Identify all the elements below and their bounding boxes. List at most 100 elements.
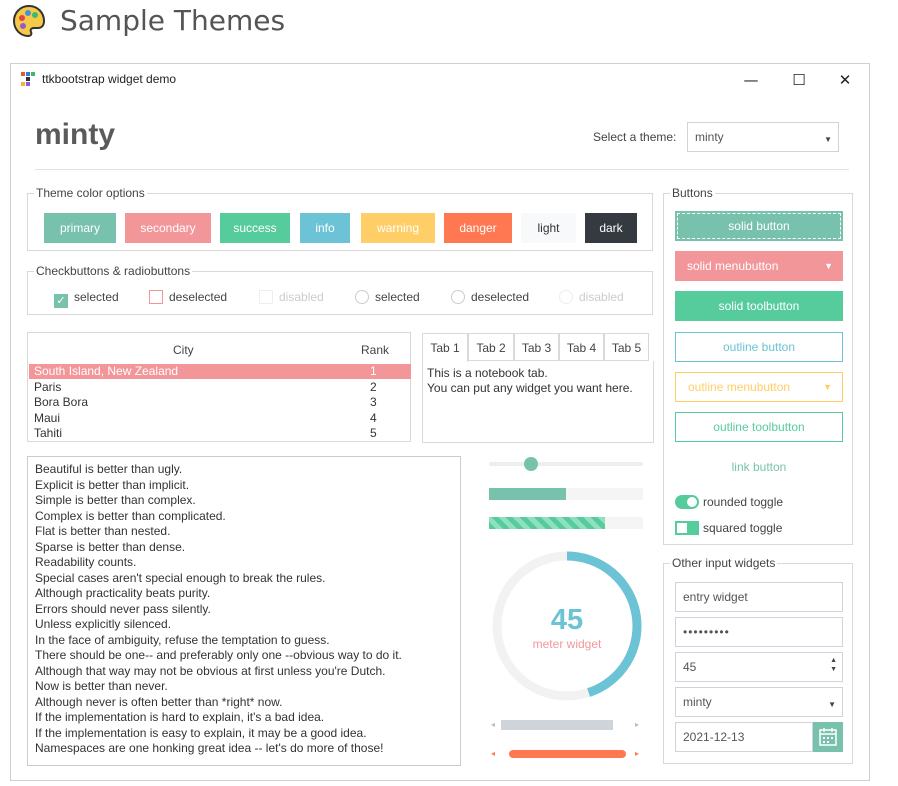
tab-4[interactable]: Tab 4 — [559, 333, 604, 361]
tab-5[interactable]: Tab 5 — [604, 333, 649, 361]
red-scrollbar[interactable] — [501, 750, 631, 758]
rounded-toggle[interactable]: rounded toggle — [675, 494, 783, 510]
link-button[interactable]: link button — [731, 460, 787, 474]
column-header-city[interactable]: City — [173, 343, 194, 357]
radio-deselected[interactable]: deselected — [451, 289, 529, 305]
outline-toolbutton[interactable]: outline toolbutton — [675, 412, 843, 442]
city-treeview[interactable]: City Rank South Island, New Zealand 1 Pari… — [27, 332, 411, 442]
checkbox-checked-icon: ✓ — [54, 294, 68, 308]
calendar-button[interactable] — [813, 722, 843, 752]
solid-button[interactable]: solid button — [675, 211, 843, 241]
table-row[interactable]: South Island, New Zealand 1 — [29, 364, 411, 379]
table-row[interactable]: Tahiti 5 — [29, 426, 411, 441]
password-field[interactable]: ••••••••• — [675, 617, 843, 647]
color-options-frame: Theme color options primary secondary succ… — [27, 186, 653, 251]
radio-icon — [559, 290, 573, 304]
striped-progressbar-fill — [489, 517, 605, 529]
progressbar — [489, 488, 643, 500]
radio-selected[interactable]: selected — [355, 289, 420, 305]
text-line: If the implementation is hard to explain… — [35, 710, 325, 724]
tab-3[interactable]: Tab 3 — [514, 333, 559, 361]
check-selected[interactable]: ✓ selected — [54, 289, 119, 308]
color-button-warning[interactable]: warning — [361, 213, 435, 243]
checks-frame: Checkbuttons & radiobuttons ✓ selected des… — [27, 264, 653, 315]
scroll-right-icon[interactable]: ▸ — [635, 749, 640, 758]
inputs-frame-label: Other input widgets — [670, 556, 778, 570]
check-label: deselected — [471, 290, 530, 304]
input-combobox-value: minty — [683, 695, 712, 709]
radio-icon — [355, 290, 369, 304]
toggle-switch-icon — [675, 495, 699, 509]
notebook-panel: This is a notebook tab. You can put any … — [422, 361, 654, 443]
tab-2[interactable]: Tab 2 — [468, 333, 514, 361]
color-button-secondary[interactable]: secondary — [125, 213, 211, 243]
scale-handle[interactable] — [523, 457, 538, 471]
solid-toolbutton[interactable]: solid toolbutton — [675, 291, 843, 321]
text-line: Special cases aren't special enough to b… — [35, 570, 326, 585]
text-line: In the face of ambiguity, refuse the tem… — [35, 632, 330, 647]
chevron-down-icon[interactable]: ▼ — [828, 700, 836, 709]
tab-1[interactable]: Tab 1 — [422, 333, 468, 362]
theme-combobox[interactable]: minty ▼ — [687, 122, 839, 152]
color-button-light[interactable]: light — [521, 213, 576, 243]
check-disabled: disabled — [259, 289, 324, 305]
gray-scrollbar-thumb[interactable] — [501, 720, 613, 730]
squared-toggle[interactable]: squared toggle — [675, 520, 782, 536]
color-button-success[interactable]: success — [220, 213, 290, 243]
table-row[interactable]: Maui 4 — [29, 411, 411, 426]
app-icon — [21, 72, 35, 86]
table-row[interactable]: Bora Bora 3 — [29, 395, 411, 410]
check-deselected[interactable]: deselected — [149, 289, 227, 305]
scroll-right-icon[interactable]: ▸ — [635, 720, 640, 729]
gray-scrollbar[interactable] — [501, 720, 631, 730]
spin-arrows-icon[interactable]: ▲ ▼ — [830, 657, 837, 673]
palette-icon — [12, 4, 46, 38]
column-header-rank[interactable]: Rank — [361, 343, 390, 357]
text-line: Explicit is better than implicit. — [35, 477, 190, 492]
cell-rank: 5 — [370, 426, 377, 440]
text-line: Although never is often better than *rig… — [35, 694, 283, 709]
color-button-primary[interactable]: primary — [44, 213, 116, 243]
date-entry[interactable]: 2021-12-13 — [675, 722, 813, 752]
app-window: ttkbootstrap widget demo — ☐ ✕ minty Sel… — [10, 63, 870, 781]
cell-city: South Island, New Zealand — [34, 364, 179, 378]
input-combobox[interactable]: minty ▼ — [675, 687, 843, 717]
table-row[interactable]: Paris 2 — [29, 380, 411, 395]
cell-city: Maui — [34, 410, 61, 425]
maximize-button[interactable]: ☐ — [792, 71, 806, 89]
scale-track[interactable] — [489, 462, 643, 466]
red-scrollbar-thumb[interactable] — [508, 750, 626, 758]
caret-down-icon: ▼ — [823, 382, 832, 392]
striped-progressbar — [489, 517, 643, 529]
text-line: If the implementation is easy to explain… — [35, 725, 367, 740]
color-button-dark[interactable]: dark — [585, 213, 637, 243]
outline-button[interactable]: outline button — [675, 332, 843, 362]
solid-menubutton[interactable]: solid menubutton ▼ — [675, 251, 843, 281]
header-separator — [35, 169, 849, 170]
text-line: Readability counts. — [35, 555, 137, 569]
close-button[interactable]: ✕ — [838, 71, 852, 89]
color-button-info[interactable]: info — [300, 213, 350, 243]
buttons-frame: Buttons — [663, 186, 853, 545]
text-line: Unless explicitly silenced. — [35, 617, 172, 631]
spinbox[interactable]: 45 ▲ ▼ — [675, 652, 843, 682]
solid-menubutton-label: solid menubutton — [687, 259, 779, 273]
check-label: deselected — [169, 290, 228, 304]
progressbar-fill — [489, 488, 566, 500]
color-options-label: Theme color options — [34, 186, 147, 200]
outline-menubutton[interactable]: outline menubutton ▼ — [675, 372, 843, 402]
cell-rank: 4 — [370, 410, 377, 425]
color-button-danger[interactable]: danger — [444, 213, 512, 243]
entry-widget[interactable]: entry widget — [675, 582, 843, 612]
minimize-button[interactable]: — — [743, 71, 759, 89]
meter-label: meter widget — [533, 637, 602, 651]
scroll-left-icon[interactable]: ◂ — [491, 720, 496, 729]
meter-widget[interactable]: 45 meter widget — [489, 548, 645, 704]
window-titlebar[interactable]: ttkbootstrap widget demo — ☐ ✕ — [11, 64, 869, 96]
scroll-left-icon[interactable]: ◂ — [491, 749, 496, 758]
inputs-frame: Other input widgets — [663, 556, 853, 764]
rounded-toggle-label: rounded toggle — [703, 495, 784, 509]
chevron-down-icon[interactable]: ▼ — [824, 135, 832, 144]
zen-text[interactable]: Beautiful is better than ugly. Explicit i… — [27, 456, 461, 766]
text-line: There should be one-- and preferably onl… — [35, 648, 402, 662]
